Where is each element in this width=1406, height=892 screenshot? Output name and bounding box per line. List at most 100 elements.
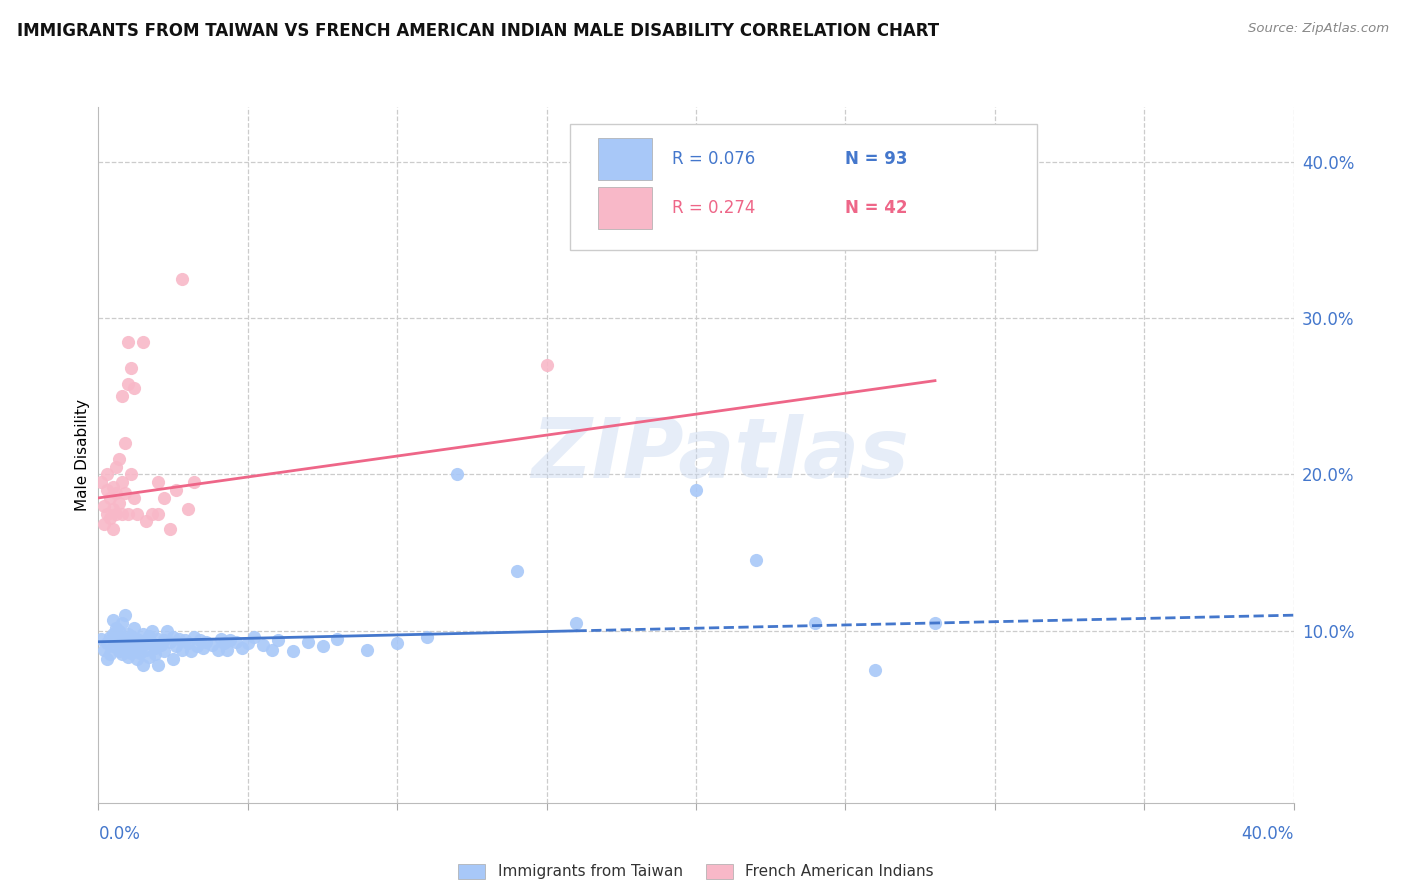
Point [120, 361, 142, 376]
Point [129, 646, 152, 660]
Point [105, 486, 128, 500]
Point [117, 627, 139, 641]
Point [141, 507, 163, 521]
Point [215, 642, 238, 657]
Point [165, 640, 187, 654]
Point [156, 624, 179, 638]
Point [100, 647, 122, 661]
Point [127, 632, 149, 646]
Point [865, 663, 887, 677]
Point [804, 615, 827, 630]
Point [153, 633, 176, 648]
Point [111, 389, 134, 403]
Point [135, 642, 157, 657]
Point [114, 642, 136, 657]
Point [93, 517, 115, 532]
Point [188, 633, 211, 648]
Point [120, 640, 142, 654]
FancyBboxPatch shape [571, 124, 1036, 250]
Y-axis label: Male Disability: Male Disability [75, 399, 90, 511]
Point [172, 642, 194, 657]
Point [117, 334, 139, 349]
Text: IMMIGRANTS FROM TAIWAN VS FRENCH AMERICAN INDIAN MALE DISABILITY CORRELATION CHA: IMMIGRANTS FROM TAIWAN VS FRENCH AMERICA… [17, 22, 939, 40]
Point [117, 650, 139, 665]
Point [120, 628, 142, 642]
Point [103, 522, 125, 536]
Point [177, 636, 200, 650]
Point [117, 636, 139, 650]
Point [209, 632, 232, 646]
Point [506, 565, 529, 579]
Point [141, 636, 163, 650]
Point [416, 630, 439, 644]
Point [150, 638, 173, 652]
Point [120, 467, 142, 482]
Point [219, 633, 242, 648]
Point [167, 632, 190, 646]
Point [103, 480, 125, 494]
Point [127, 652, 149, 666]
Point [114, 486, 136, 500]
Point [385, 636, 409, 650]
Point [114, 436, 136, 450]
Point [143, 640, 166, 655]
Point [177, 501, 200, 516]
Point [132, 334, 155, 349]
Point [159, 634, 181, 648]
Point [260, 642, 283, 657]
Point [90, 475, 112, 490]
Point [96, 652, 118, 666]
Point [195, 634, 218, 648]
Point [685, 483, 707, 497]
Point [281, 644, 304, 658]
Point [165, 483, 187, 497]
Point [135, 514, 157, 528]
Point [138, 650, 160, 665]
Point [90, 632, 112, 646]
Point [100, 630, 122, 644]
Point [297, 634, 319, 648]
Point [231, 640, 253, 655]
Point [153, 491, 176, 505]
Point [103, 627, 125, 641]
Point [129, 634, 152, 648]
Point [105, 625, 128, 640]
Point [103, 640, 125, 654]
Point [356, 642, 378, 657]
Point [153, 644, 176, 658]
Point [225, 634, 247, 648]
Point [183, 475, 205, 490]
Point [326, 632, 349, 646]
Point [132, 658, 155, 673]
Point [111, 636, 134, 650]
Point [212, 636, 235, 650]
Point [96, 467, 118, 482]
Point [159, 522, 181, 536]
Point [111, 615, 134, 630]
Point [103, 501, 125, 516]
Point [201, 638, 224, 652]
Point [132, 638, 155, 652]
Point [138, 628, 160, 642]
Point [105, 634, 128, 648]
Point [252, 638, 274, 652]
Point [111, 507, 134, 521]
Point [117, 376, 139, 391]
Point [108, 495, 131, 509]
Point [111, 475, 134, 490]
Point [93, 642, 115, 657]
Point [148, 658, 170, 673]
Point [105, 621, 128, 635]
Point [180, 644, 202, 658]
Point [100, 511, 122, 525]
Text: Source: ZipAtlas.com: Source: ZipAtlas.com [1249, 22, 1389, 36]
Point [207, 642, 229, 657]
Point [100, 491, 122, 505]
Text: 40.0%: 40.0% [1241, 825, 1294, 843]
Point [108, 624, 131, 638]
Point [267, 633, 290, 648]
Point [311, 640, 333, 654]
Point [114, 632, 136, 646]
Point [124, 621, 146, 635]
Point [124, 633, 146, 648]
